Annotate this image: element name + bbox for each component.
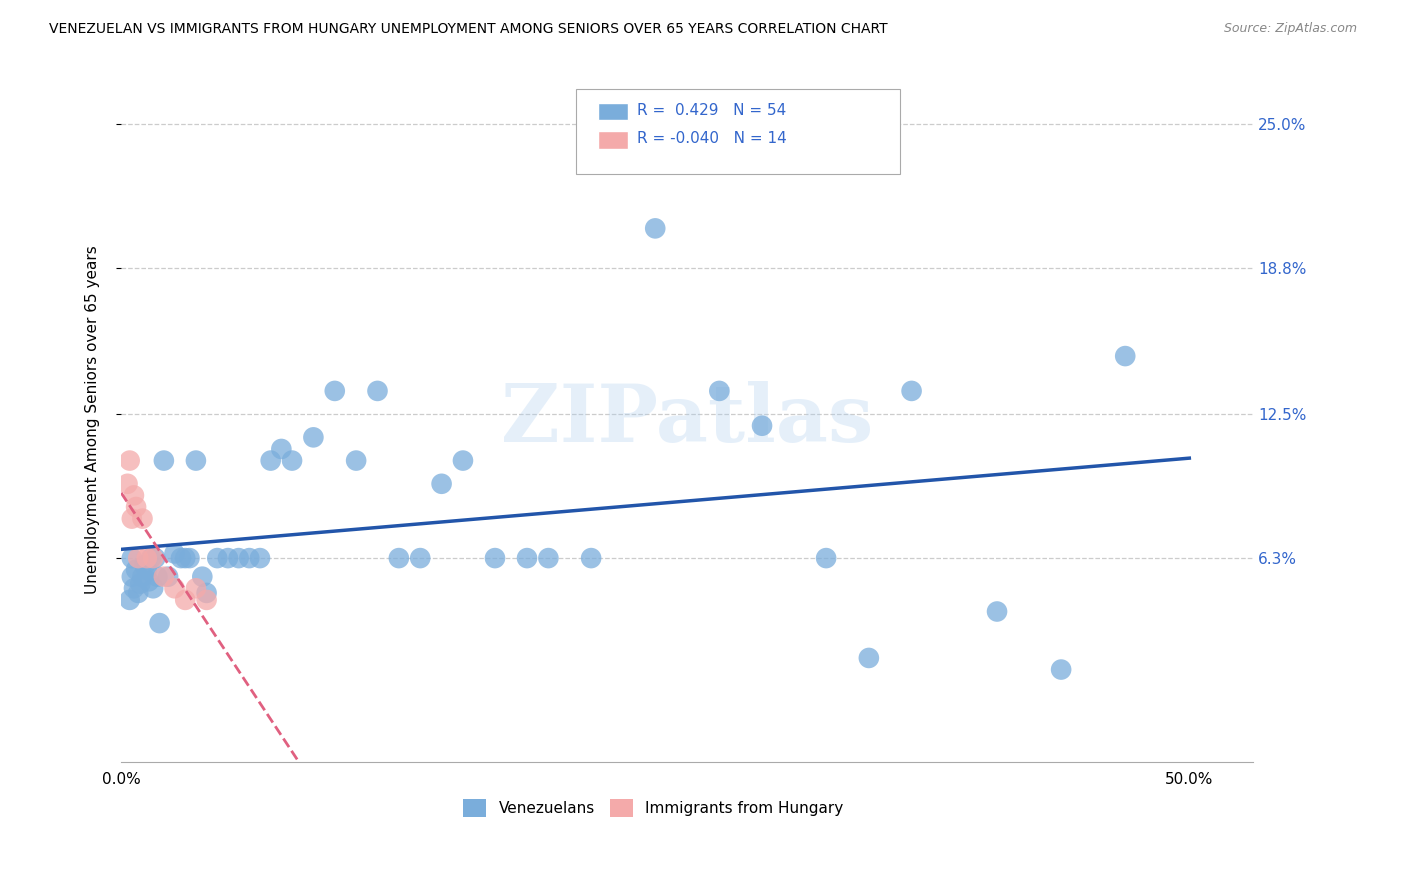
Point: [195, 586, 218, 600]
Point: [121, 511, 143, 525]
Point: [163, 582, 186, 596]
Point: [184, 582, 207, 596]
Point: [153, 453, 176, 467]
Point: [228, 551, 250, 566]
Point: [579, 551, 602, 566]
Point: [191, 569, 214, 583]
Y-axis label: Unemployment Among Seniors over 65 years: Unemployment Among Seniors over 65 years: [86, 245, 100, 594]
Point: [451, 453, 474, 467]
Point: [858, 651, 880, 665]
Point: [153, 569, 176, 583]
Point: [366, 384, 388, 398]
Point: [815, 551, 838, 566]
Point: [117, 476, 139, 491]
Point: [170, 551, 193, 566]
Point: [195, 593, 218, 607]
Point: [125, 563, 148, 577]
Point: [122, 582, 145, 596]
Point: [900, 384, 922, 398]
Point: [516, 551, 538, 566]
Point: [174, 593, 197, 607]
Point: [163, 546, 186, 560]
Point: [118, 593, 141, 607]
Point: [125, 500, 148, 514]
Point: [121, 569, 143, 583]
Point: [122, 488, 145, 502]
Point: [118, 453, 141, 467]
Text: Source: ZipAtlas.com: Source: ZipAtlas.com: [1223, 22, 1357, 36]
Point: [409, 551, 432, 566]
Point: [986, 605, 1008, 619]
Point: [131, 569, 153, 583]
Legend: Venezuelans, Immigrants from Hungary: Venezuelans, Immigrants from Hungary: [457, 792, 849, 823]
Point: [344, 453, 367, 467]
Point: [644, 221, 666, 235]
Point: [135, 551, 157, 566]
Point: [142, 551, 165, 566]
Point: [127, 551, 149, 566]
Point: [131, 511, 153, 525]
Point: [751, 418, 773, 433]
Point: [142, 582, 165, 596]
Text: R =  0.429   N = 54: R = 0.429 N = 54: [637, 103, 786, 118]
Point: [207, 551, 229, 566]
Text: VENEZUELAN VS IMMIGRANTS FROM HUNGARY UNEMPLOYMENT AMONG SENIORS OVER 65 YEARS C: VENEZUELAN VS IMMIGRANTS FROM HUNGARY UN…: [49, 22, 887, 37]
Point: [146, 569, 169, 583]
Point: [138, 574, 160, 589]
Point: [484, 551, 506, 566]
Point: [537, 551, 560, 566]
Point: [135, 563, 157, 577]
Point: [1050, 663, 1073, 677]
Point: [143, 551, 166, 566]
Text: ZIPatlas: ZIPatlas: [501, 381, 873, 459]
Point: [260, 453, 283, 467]
Point: [139, 551, 162, 566]
Point: [149, 616, 172, 631]
Point: [179, 551, 201, 566]
Point: [121, 551, 143, 566]
Point: [134, 558, 156, 572]
Point: [184, 453, 207, 467]
Text: R = -0.040   N = 14: R = -0.040 N = 14: [637, 131, 787, 146]
Point: [174, 551, 197, 566]
Point: [217, 551, 239, 566]
Point: [709, 384, 731, 398]
Point: [388, 551, 411, 566]
Point: [270, 442, 292, 456]
Point: [1114, 349, 1136, 363]
Point: [323, 384, 346, 398]
Point: [238, 551, 260, 566]
Point: [430, 476, 453, 491]
Point: [249, 551, 271, 566]
Point: [302, 430, 325, 444]
Point: [129, 576, 152, 591]
Point: [127, 586, 149, 600]
Point: [157, 569, 180, 583]
Point: [281, 453, 304, 467]
